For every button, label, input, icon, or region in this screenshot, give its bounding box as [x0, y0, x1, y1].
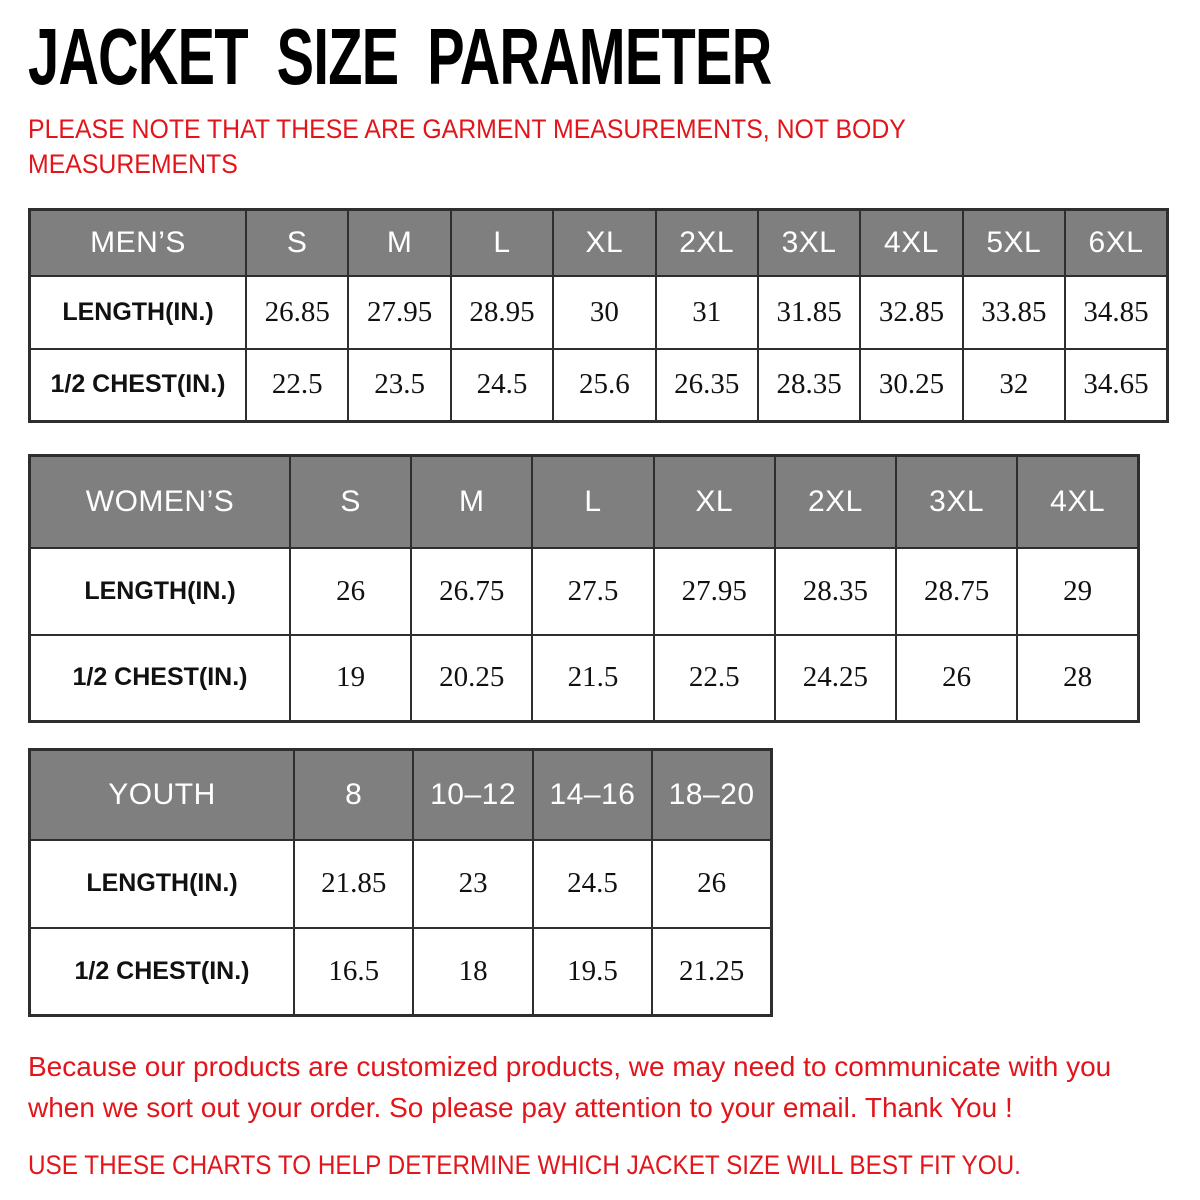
measurement-value: 26.75	[410, 546, 534, 636]
size-column-header: 4XL	[859, 208, 964, 277]
table-row: LENGTH(IN.) 21.85 23 24.5 26	[28, 838, 773, 929]
measurement-value: 30.25	[859, 347, 964, 423]
table-group-header: WOMEN’S	[28, 454, 291, 549]
chart-usage-note: USE THESE CHARTS TO HELP DETERMINE WHICH…	[28, 1150, 1021, 1181]
measurement-value: 24.5	[531, 838, 654, 929]
size-column-header: XL	[652, 454, 776, 549]
customization-note: Because our products are customized prod…	[28, 1047, 1200, 1128]
measurement-value: 32	[961, 347, 1067, 423]
youth-size-table: YOUTH 8 10–12 14–16 18–20 LENGTH(IN.) 21.85 23 2…	[28, 748, 773, 1018]
table-row: LENGTH(IN.) 26.85 27.95 28.95 30 31 31.85 32.85…	[28, 274, 1169, 350]
measurement-value: 24.5	[449, 347, 555, 423]
customization-note-line1: Because our products are customized prod…	[28, 1051, 1112, 1083]
header-row: MEN’S S M L XL 2XL 3XL 4XL 5XL 6XL	[28, 208, 1169, 277]
measurement-value: 34.65	[1064, 347, 1169, 423]
row-label: 1/2 CHEST(IN.)	[28, 633, 291, 723]
womens-size-table: WOMEN’S S M L XL 2XL 3XL 4XL LENGTH(IN.) 26 26.75 2…	[28, 454, 1140, 724]
row-label: LENGTH(IN.)	[28, 274, 247, 350]
size-column-header: 2XL	[654, 208, 759, 277]
size-column-header: 4XL	[1016, 454, 1140, 549]
size-column-header: L	[531, 454, 655, 549]
table-group-header: MEN’S	[28, 208, 247, 277]
size-column-header: 8	[292, 748, 415, 841]
size-column-header: 3XL	[756, 208, 862, 277]
header-row: YOUTH 8 10–12 14–16 18–20	[28, 748, 773, 841]
measurement-value: 31	[654, 274, 759, 350]
measurement-value: 24.25	[773, 633, 898, 723]
measurement-value: 22.5	[244, 347, 350, 423]
table-row: 1/2 CHEST(IN.) 22.5 23.5 24.5 25.6 26.35 28.35…	[28, 347, 1169, 423]
table-group-header: YOUTH	[28, 748, 295, 841]
measurement-value: 26.85	[244, 274, 350, 350]
measurement-value: 26	[895, 633, 1019, 723]
measurement-value: 16.5	[292, 926, 415, 1017]
measurement-value: 27.95	[652, 546, 776, 636]
measurement-value: 29	[1016, 546, 1140, 636]
measurement-value: 28.75	[895, 546, 1019, 636]
measurement-value: 28.95	[449, 274, 555, 350]
size-column-header: 14–16	[531, 748, 654, 841]
size-column-header: L	[449, 208, 555, 277]
page-title: JACKET SIZE PARAMETER	[28, 12, 772, 101]
measurement-value: 28.35	[773, 546, 898, 636]
measurement-value: 27.95	[347, 274, 452, 350]
measurement-value: 26.35	[654, 347, 759, 423]
garment-note-line2: MEASUREMENTS	[28, 149, 238, 180]
size-column-header: 5XL	[961, 208, 1067, 277]
customization-note-line2: when we sort out your order. So please p…	[28, 1091, 1013, 1123]
measurement-value: 18	[412, 926, 534, 1017]
measurement-value: 32.85	[859, 274, 964, 350]
row-label: LENGTH(IN.)	[28, 838, 295, 929]
measurement-value: 27.5	[531, 546, 655, 636]
size-column-header: M	[347, 208, 452, 277]
table-row: 1/2 CHEST(IN.) 16.5 18 19.5 21.25	[28, 926, 773, 1017]
measurement-value: 25.6	[552, 347, 657, 423]
garment-measurement-note: PLEASE NOTE THAT THESE ARE GARMENT MEASU…	[28, 112, 1106, 182]
measurement-value: 28.35	[756, 347, 862, 423]
size-column-header: M	[410, 454, 534, 549]
measurement-value: 26	[651, 838, 773, 929]
measurement-value: 23	[412, 838, 534, 929]
garment-note-line1: PLEASE NOTE THAT THESE ARE GARMENT MEASU…	[28, 114, 906, 144]
measurement-value: 21.25	[651, 926, 773, 1017]
measurement-value: 30	[552, 274, 657, 350]
size-column-header: 3XL	[895, 454, 1019, 549]
measurement-value: 23.5	[347, 347, 452, 423]
row-label: 1/2 CHEST(IN.)	[28, 926, 295, 1017]
size-column-header: S	[244, 208, 350, 277]
header-row: WOMEN’S S M L XL 2XL 3XL 4XL	[28, 454, 1140, 549]
size-column-header: S	[288, 454, 413, 549]
row-label: LENGTH(IN.)	[28, 546, 291, 636]
measurement-value: 21.5	[531, 633, 655, 723]
measurement-value: 19.5	[531, 926, 654, 1017]
table-row: LENGTH(IN.) 26 26.75 27.5 27.95 28.35 28.75 29	[28, 546, 1140, 636]
size-column-header: XL	[552, 208, 657, 277]
size-column-header: 18–20	[651, 748, 773, 841]
measurement-value: 20.25	[410, 633, 534, 723]
table-row: 1/2 CHEST(IN.) 19 20.25 21.5 22.5 24.25 26 28	[28, 633, 1140, 723]
size-column-header: 2XL	[773, 454, 898, 549]
measurement-value: 33.85	[961, 274, 1067, 350]
mens-size-table: MEN’S S M L XL 2XL 3XL 4XL 5XL 6XL LENGTH(IN.) 26.8…	[28, 208, 1169, 424]
measurement-value: 21.85	[292, 838, 415, 929]
measurement-value: 31.85	[756, 274, 862, 350]
size-column-header: 6XL	[1064, 208, 1169, 277]
row-label: 1/2 CHEST(IN.)	[28, 347, 247, 423]
measurement-value: 22.5	[652, 633, 776, 723]
measurement-value: 19	[288, 633, 413, 723]
size-column-header: 10–12	[412, 748, 534, 841]
measurement-value: 28	[1016, 633, 1140, 723]
measurement-value: 34.85	[1064, 274, 1169, 350]
measurement-value: 26	[288, 546, 413, 636]
